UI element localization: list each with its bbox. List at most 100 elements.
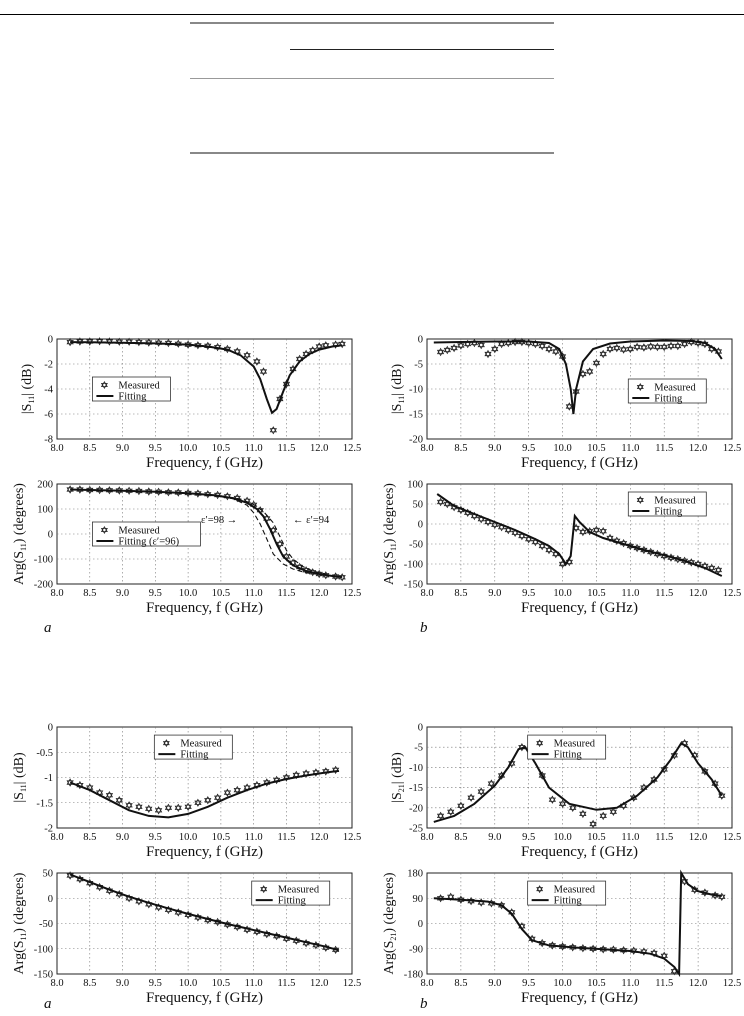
x-tick-label: 9.0 <box>488 832 501 843</box>
measured-marker <box>214 793 222 802</box>
x-tick-label: 10.5 <box>587 443 605 454</box>
table-fragment <box>190 20 554 160</box>
measured-marker <box>155 806 163 815</box>
measured-marker <box>436 497 445 507</box>
y-tick-label: -50 <box>409 540 423 551</box>
y-axis-label: |S11| (dB) <box>20 364 36 415</box>
y-tick-label: 0 <box>48 530 53 541</box>
x-tick-label: 9.5 <box>522 832 535 843</box>
y-tick-label: -2 <box>44 360 53 371</box>
measured-marker <box>613 343 621 353</box>
measured-marker <box>443 345 451 355</box>
measured-marker <box>518 531 526 541</box>
dashed-fit-curve <box>214 494 320 576</box>
measured-marker <box>491 344 499 354</box>
legend-label: Measured <box>654 496 696 507</box>
legend-marker-measured <box>162 739 170 748</box>
measured-marker <box>538 341 546 351</box>
measured-marker <box>525 535 533 544</box>
legend-label: Fitting <box>180 750 209 761</box>
measured-marker <box>233 785 241 795</box>
measured-marker <box>243 351 251 360</box>
y-axis-label: Arg(S21) (degrees) <box>382 872 398 975</box>
y-tick-label: -150 <box>404 580 423 591</box>
measured-marker <box>184 802 192 811</box>
fitting-curve <box>70 341 343 415</box>
chart-fig2-a-top: 8.0 8.5 9.0 9.5 10.0 10.5 11.0 11.5 12.0 12.5 0 -0.… <box>12 723 361 861</box>
x-tick-label: 11.5 <box>655 588 673 599</box>
x-tick-label: 8.0 <box>50 588 63 599</box>
x-tick-label: 12.0 <box>689 832 707 843</box>
table-bottom-rule <box>190 152 554 154</box>
measured-marker <box>115 796 123 805</box>
y-tick-label: 100 <box>37 505 53 516</box>
measured-marker <box>477 340 485 350</box>
measured-marker <box>204 796 212 805</box>
measured-marker <box>457 801 465 810</box>
legend-label: Fitting <box>554 896 583 907</box>
legend-marker-measured <box>100 381 108 389</box>
legend-label: Fitting (ε′=96) <box>118 537 179 548</box>
chart-fig1-a-bottom: 8.0 8.5 9.0 9.5 10.0 10.5 11.0 11.5 12.0 12.5 200 1… <box>12 480 361 617</box>
x-tick-label: 11.5 <box>277 978 295 989</box>
y-axis-label: Arg(S11) (degrees) <box>12 872 28 974</box>
y-tick-label: -15 <box>409 410 423 421</box>
measured-marker <box>609 807 617 816</box>
measured-marker <box>640 343 648 352</box>
panel-letter-fig2-b: b <box>420 996 428 1012</box>
legend-label: Measured <box>654 383 696 394</box>
fitting-curve <box>436 493 723 577</box>
measured-marker <box>680 339 689 349</box>
x-tick-label: 9.0 <box>116 832 129 843</box>
y-tick-label: 0 <box>418 919 423 930</box>
legend-label: Measured <box>180 739 222 750</box>
measured-marker <box>253 357 261 366</box>
x-tick-label: 9.0 <box>116 443 129 454</box>
annotation-eps94: ← ε′=94 <box>293 515 330 526</box>
y-tick-label: -5 <box>414 360 423 371</box>
x-tick-label: 12.5 <box>343 832 361 843</box>
y-tick-label: -1.5 <box>36 798 53 809</box>
measured-marker <box>135 802 143 811</box>
measured-marker <box>269 426 278 435</box>
table-top-rule <box>190 22 554 24</box>
measured-marker <box>667 341 675 351</box>
measured-marker <box>470 338 479 348</box>
measured-marker <box>660 951 668 960</box>
x-tick-label: 9.5 <box>149 588 162 599</box>
y-tick-label: -15 <box>409 783 423 794</box>
legend-label: Measured <box>118 526 160 537</box>
y-tick-label: -8 <box>44 435 53 446</box>
measured-marker <box>647 342 655 351</box>
x-tick-label: 8.0 <box>420 978 433 989</box>
measured-marker <box>558 559 567 569</box>
x-tick-label: 11.5 <box>277 832 295 843</box>
y-tick-label: -180 <box>404 970 423 981</box>
y-axis-label: |S11| (dB) <box>12 752 28 803</box>
y-axis-label: |S21| (dB) <box>390 752 406 803</box>
x-tick-label: 12.0 <box>310 443 328 454</box>
legend-label: Fitting <box>654 394 683 405</box>
measured-marker <box>145 804 153 813</box>
measured-marker <box>450 343 458 353</box>
x-tick-label: 10.5 <box>587 588 605 599</box>
panel-letter-fig1-a: a <box>44 620 52 636</box>
x-axis-label: Frequency, f (GHz) <box>521 844 638 860</box>
x-tick-label: 10.0 <box>553 443 571 454</box>
measured-marker <box>599 527 607 536</box>
y-tick-label: -5 <box>414 743 423 754</box>
y-tick-label: 0 <box>48 723 53 734</box>
measured-marker <box>599 349 607 359</box>
x-axis-label: Frequency, f (GHz) <box>146 844 263 860</box>
x-tick-label: 10.0 <box>553 978 571 989</box>
x-tick-label: 8.5 <box>83 832 96 843</box>
panel-letter-fig1-b: b <box>420 620 428 636</box>
y-tick-label: 50 <box>413 500 424 511</box>
y-tick-label: 0 <box>48 894 53 905</box>
x-tick-label: 9.0 <box>488 978 501 989</box>
x-tick-label: 10.5 <box>587 832 605 843</box>
measured-marker <box>579 369 587 379</box>
legend-label: Fitting <box>118 392 147 403</box>
y-tick-label: -200 <box>34 580 53 591</box>
